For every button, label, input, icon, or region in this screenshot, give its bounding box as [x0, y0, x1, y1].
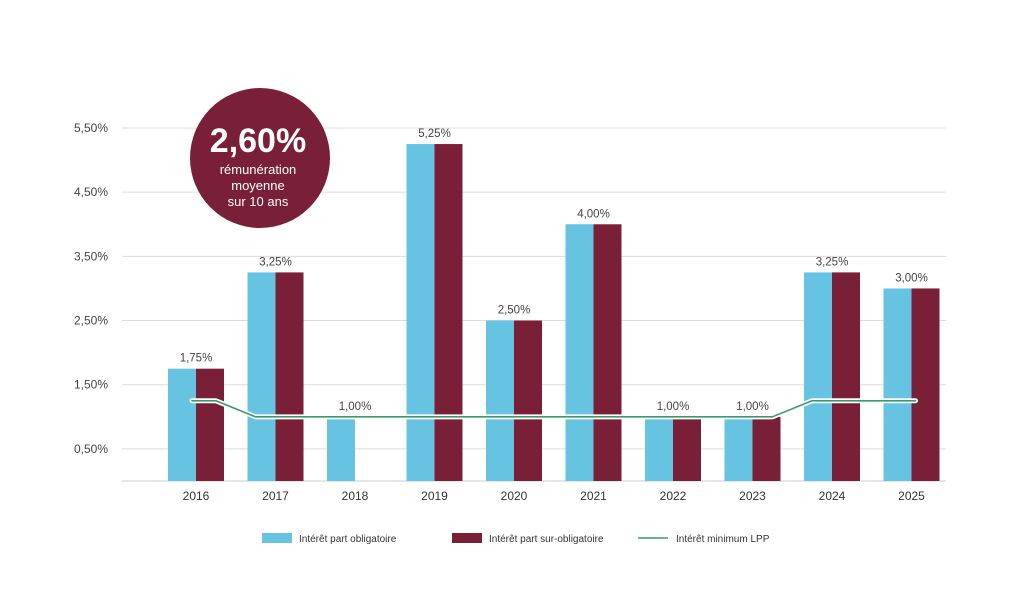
bar-sur-obligatoire-2024 [832, 272, 860, 481]
y-axis: 0,50% 1,50% 2,50% 3,50% 4,50% 5,50% [74, 121, 108, 456]
x-tick-label-2020: 2020 [501, 489, 528, 503]
bar-sur-obligatoire-2021 [593, 224, 622, 482]
bar-sur-obligatoire-2025 [911, 288, 940, 481]
bar-obligatoire-2021 [565, 224, 594, 482]
bar-obligatoire-2025 [883, 288, 912, 481]
y-tick-label-0: 0,50% [74, 442, 108, 456]
bar-obligatoire-2018 [327, 416, 355, 481]
data-labels: 1,75% 3,25% 1,00% 5,25% 2,50% 4,00% 1,00% 1,00%… [180, 128, 928, 413]
average-badge-line1: rémunération [220, 162, 297, 177]
data-label-2023: 1,00% [736, 401, 769, 413]
x-tick-label-2023: 2023 [739, 489, 766, 503]
x-tick-label-2022: 2022 [660, 489, 687, 503]
x-tick-label-2016: 2016 [183, 489, 210, 503]
y-tick-label-5: 5,50% [74, 121, 108, 135]
average-badge-line2: moyenne [231, 178, 284, 193]
lpp-line-series [191, 399, 917, 418]
y-tick-label-4: 4,50% [74, 185, 108, 199]
data-label-2019: 5,25% [418, 128, 451, 140]
average-badge: 2,60% rémunération moyenne sur 10 ans [190, 88, 330, 228]
x-tick-label-2025: 2025 [898, 489, 925, 503]
bar-obligatoire-2019 [406, 144, 435, 481]
bar-obligatoire-2022 [645, 416, 673, 481]
legend-label-sur-obligatoire: Intérêt part sur-obligatoire [489, 534, 604, 545]
data-label-2020: 2,50% [498, 305, 531, 317]
legend-item-obligatoire: Intérêt part obligatoire [262, 533, 397, 545]
bar-sur-obligatoire-2017 [275, 272, 304, 481]
bar-sur-obligatoire-2020 [514, 320, 542, 481]
bar-obligatoire-2024 [804, 272, 832, 481]
data-label-2017: 3,25% [259, 256, 292, 268]
bar-sur-obligatoire-2016 [196, 368, 224, 481]
legend-label-obligatoire: Intérêt part obligatoire [299, 534, 397, 545]
legend-item-sur-obligatoire: Intérêt part sur-obligatoire [452, 533, 604, 545]
x-tick-label-2024: 2024 [819, 489, 846, 503]
data-label-2016: 1,75% [180, 353, 213, 365]
x-tick-label-2021: 2021 [580, 489, 607, 503]
x-tick-label-2017: 2017 [262, 489, 289, 503]
data-label-2022: 1,00% [657, 401, 690, 413]
y-tick-label-2: 2,50% [74, 314, 108, 328]
bars [168, 144, 940, 482]
data-label-2024: 3,25% [816, 256, 849, 268]
average-badge-circle [190, 88, 330, 228]
bar-obligatoire-2017 [247, 272, 276, 481]
data-label-2021: 4,00% [577, 208, 610, 220]
bar-sur-obligatoire-2019 [434, 144, 463, 481]
y-tick-label-1: 1,50% [74, 378, 108, 392]
bar-obligatoire-2023 [724, 416, 753, 481]
bar-sur-obligatoire-2022 [673, 416, 701, 481]
x-tick-label-2019: 2019 [421, 489, 448, 503]
legend-swatch-obligatoire [262, 533, 292, 543]
lpp-line [189, 398, 918, 420]
x-axis: 2016 2017 2018 2019 2020 2021 2022 2023 2024 2025 [183, 489, 926, 503]
bar-obligatoire-2016 [168, 368, 196, 481]
legend-label-lpp: Intérêt minimum LPP [676, 534, 770, 545]
average-badge-line3: sur 10 ans [228, 194, 289, 209]
x-tick-label-2018: 2018 [342, 489, 369, 503]
legend: Intérêt part obligatoire Intérêt part su… [262, 533, 770, 545]
legend-item-lpp: Intérêt minimum LPP [638, 534, 770, 545]
legend-swatch-sur-obligatoire [452, 533, 482, 543]
average-badge-value: 2,60% [210, 122, 306, 160]
data-label-2018: 1,00% [339, 401, 372, 413]
bar-sur-obligatoire-2023 [752, 416, 781, 481]
y-tick-label-3: 3,50% [74, 249, 108, 263]
data-label-2025: 3,00% [895, 272, 928, 284]
bar-obligatoire-2020 [486, 320, 514, 481]
